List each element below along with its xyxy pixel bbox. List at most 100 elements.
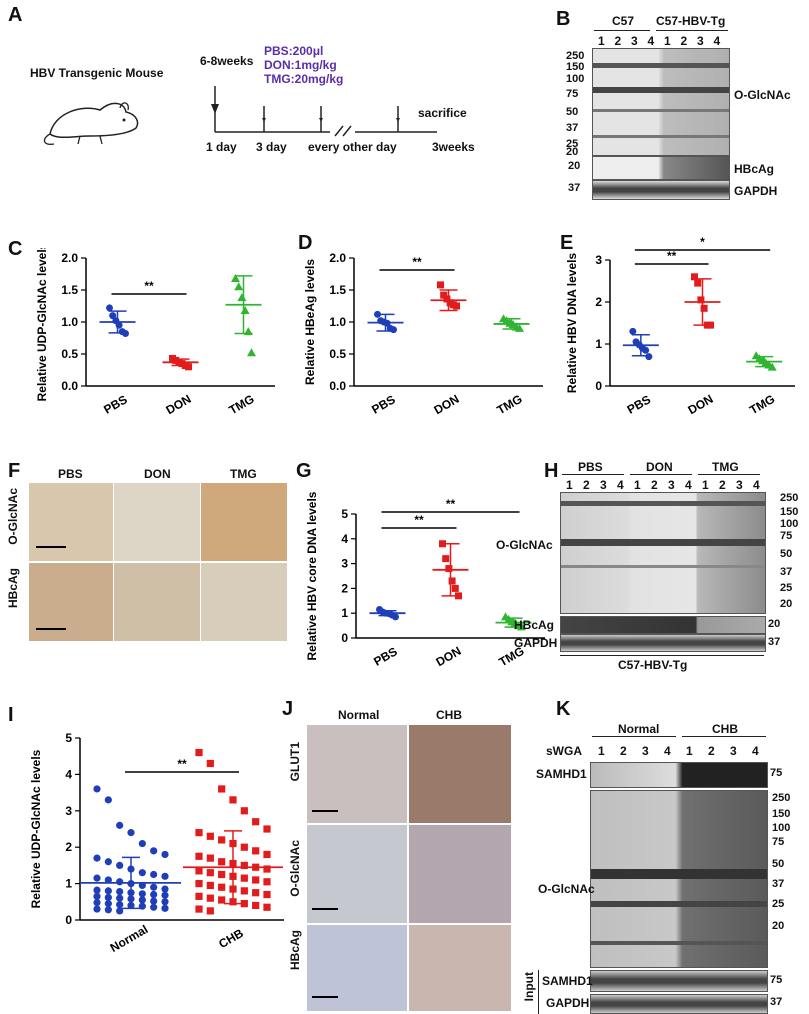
data-point-chb bbox=[195, 880, 203, 888]
b-marker-37-small: 37 bbox=[568, 182, 581, 194]
f-image-pbs-hbcag bbox=[28, 562, 114, 642]
b-marker-25: 25 bbox=[566, 138, 579, 150]
panel-g-label: G bbox=[296, 460, 312, 482]
x-tick-label: PBS bbox=[625, 392, 653, 416]
b-lane-6: 2 bbox=[680, 34, 688, 48]
data-point-normal bbox=[150, 847, 158, 855]
k-input-label: Input bbox=[522, 972, 536, 1002]
chart-i: 0 1 2 3 4 5 Relative UDP-GlcNAc levels Normal CH… bbox=[29, 731, 284, 955]
j-image-normal-glut1 bbox=[306, 724, 408, 824]
data-point-pbs bbox=[390, 326, 397, 334]
y-tick-label: 2 bbox=[341, 581, 348, 595]
h-footer-label: C57-HBV-Tg bbox=[618, 658, 688, 672]
b-group-line-2 bbox=[656, 30, 728, 31]
b-blot-gapdh bbox=[592, 180, 730, 200]
f-scale-bar-1 bbox=[36, 546, 66, 548]
data-point-don bbox=[448, 577, 456, 585]
data-point-chb bbox=[195, 748, 203, 757]
h-group-line-1 bbox=[562, 474, 624, 475]
data-point-normal bbox=[161, 904, 169, 912]
k-marker-75-bottom: 75 bbox=[770, 974, 783, 986]
data-point-normal bbox=[150, 903, 158, 911]
j-row-hbcag: HBcAg bbox=[288, 930, 302, 971]
h-lane-8: 4 bbox=[685, 478, 692, 492]
x-tick-label: DON bbox=[685, 392, 715, 416]
data-point-normal bbox=[138, 839, 146, 848]
y-tick-label: 0.5 bbox=[329, 347, 346, 361]
k-lane-8: 4 bbox=[752, 744, 759, 758]
data-point-chb bbox=[240, 874, 248, 882]
data-point-chb bbox=[240, 900, 248, 908]
data-point-chb bbox=[218, 896, 226, 904]
data-point-normal bbox=[116, 878, 124, 886]
b-group-c57: C57 bbox=[612, 14, 635, 28]
significance-label: ** bbox=[667, 249, 677, 263]
k-marker-25: 25 bbox=[772, 898, 785, 910]
j-image-chb-glut1 bbox=[408, 724, 512, 824]
b-lane-2: 2 bbox=[614, 34, 622, 48]
k-marker-37-bottom: 37 bbox=[770, 996, 783, 1008]
data-point-normal bbox=[161, 872, 169, 880]
f-scale-bar-2 bbox=[36, 628, 66, 630]
data-point-don bbox=[445, 565, 453, 573]
data-point-chb bbox=[240, 843, 248, 851]
significance-label: ** bbox=[414, 513, 424, 527]
k-marker-250: 250 bbox=[772, 792, 791, 804]
data-point-normal bbox=[93, 886, 101, 894]
k-blot-samhd1-pulldown bbox=[590, 762, 768, 788]
data-point-tmg bbox=[231, 273, 240, 282]
k-marker-150: 150 bbox=[772, 808, 791, 820]
panel-a-label: A bbox=[8, 4, 23, 26]
data-point-chb bbox=[206, 869, 214, 877]
data-point-chb bbox=[252, 889, 260, 897]
data-point-normal bbox=[116, 901, 124, 909]
k-lane-2: 2 bbox=[620, 744, 627, 758]
j-image-normal-oglcnac bbox=[306, 824, 408, 924]
k-input-bracket bbox=[538, 970, 539, 1014]
h-band-gapdh: GAPDH bbox=[514, 636, 558, 650]
data-point-don bbox=[451, 584, 459, 592]
y-axis-label: Relative HBV DNA levels bbox=[565, 253, 579, 394]
data-point-don bbox=[437, 281, 444, 289]
panel-k-label: K bbox=[556, 698, 571, 720]
f-row-oglcnac: O-GlcNAc bbox=[6, 488, 20, 545]
f-image-tmg-oglcnac bbox=[200, 482, 288, 562]
b-lane-5: 1 bbox=[664, 34, 671, 48]
data-point-don bbox=[440, 291, 448, 299]
panel-j-label: J bbox=[282, 698, 294, 720]
data-point-chb bbox=[240, 887, 248, 895]
data-point-normal bbox=[150, 897, 158, 905]
data-point-chb bbox=[206, 907, 214, 915]
data-point-tmg bbox=[234, 282, 244, 291]
data-point-normal bbox=[93, 854, 101, 862]
y-tick-label: 3 bbox=[595, 253, 602, 267]
y-tick-label: 2 bbox=[595, 295, 602, 309]
f-image-tmg-hbcag bbox=[200, 562, 288, 642]
data-point-chb bbox=[252, 818, 260, 826]
k-blot-oglcnac bbox=[590, 790, 768, 968]
k-marker-20: 20 bbox=[772, 920, 785, 932]
k-lane-4: 4 bbox=[664, 744, 671, 758]
x-tick-label: Normal bbox=[108, 922, 151, 955]
h-marker-75: 75 bbox=[780, 530, 793, 542]
data-point-normal bbox=[93, 905, 101, 913]
data-point-tmg bbox=[247, 348, 256, 357]
data-point-don bbox=[442, 555, 450, 563]
h-band-oglcnac: O-GlcNAc bbox=[496, 538, 553, 552]
b-band-hbcag: HBcAg bbox=[734, 162, 775, 176]
data-point-pbs bbox=[392, 613, 399, 621]
data-point-chb bbox=[218, 883, 226, 891]
h-group-pbs: PBS bbox=[578, 460, 603, 474]
h-group-line-3 bbox=[698, 474, 760, 475]
b-blot-oglcnac bbox=[592, 48, 730, 156]
panel-f-label: F bbox=[8, 460, 21, 482]
f-image-pbs-oglcnac bbox=[28, 482, 114, 562]
data-point-chb bbox=[195, 852, 203, 860]
data-point-pbs bbox=[645, 353, 653, 361]
h-blot-hbcag bbox=[560, 616, 766, 634]
mouse-model-title: HBV Transgenic Mouse bbox=[30, 66, 164, 80]
data-point-chb bbox=[206, 759, 214, 768]
data-point-pbs bbox=[642, 346, 650, 354]
data-point-normal bbox=[138, 902, 146, 910]
significance-label: ** bbox=[144, 279, 154, 293]
